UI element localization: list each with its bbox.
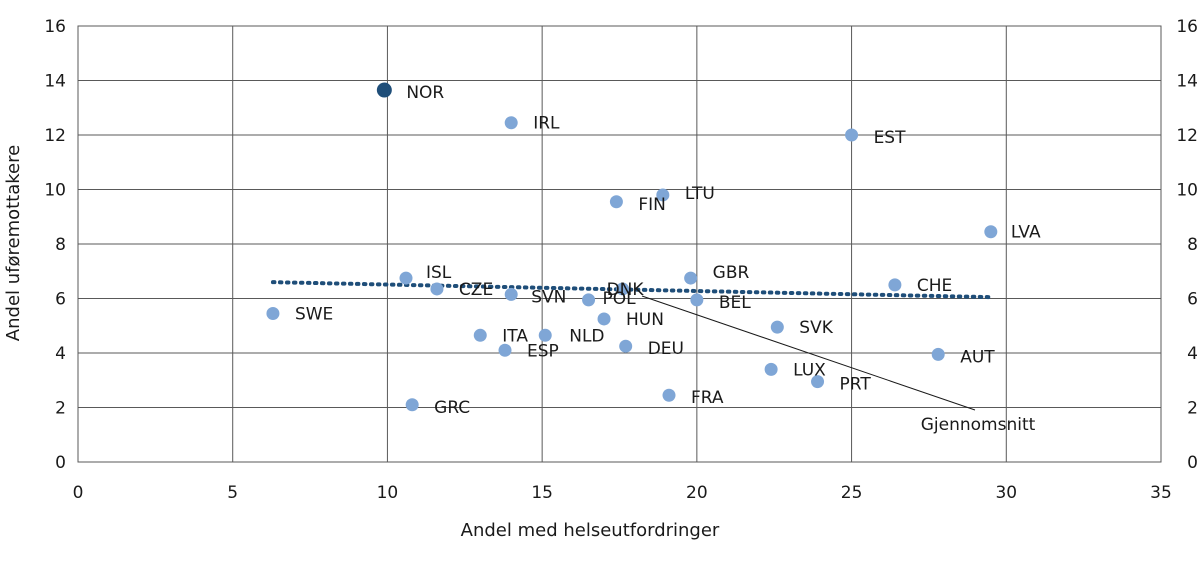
data-point-grc (405, 398, 419, 412)
x-axis-title: Andel med helseutfordringer (461, 520, 720, 541)
data-point-hun (597, 312, 611, 326)
y-tick-label-left: 0 (55, 453, 66, 473)
data-point-dnk (616, 282, 630, 296)
data-point-lux (764, 362, 778, 376)
x-tick-label: 30 (995, 483, 1017, 503)
data-point-swe (266, 306, 280, 320)
x-tick-label: 20 (686, 483, 708, 503)
data-label-pol: POL (603, 289, 637, 309)
y-tick-label-right: 10 (1176, 181, 1198, 201)
data-label-svn: SVN (531, 287, 566, 307)
data-point-gbr (684, 271, 698, 285)
data-label-gbr: GBR (713, 263, 750, 283)
data-point-svn (504, 287, 518, 301)
data-point-lva (984, 225, 998, 239)
data-point-deu (619, 339, 633, 353)
data-label-nld: NLD (569, 326, 604, 346)
data-label-bel: BEL (719, 293, 751, 313)
data-label-dnk: DNK (607, 280, 645, 300)
data-point-fra (662, 388, 676, 402)
data-point-svk (770, 320, 784, 334)
data-label-cze: CZE (459, 280, 493, 300)
data-points (266, 82, 998, 412)
y-tick-label-left: 6 (55, 290, 66, 310)
data-label-swe: SWE (295, 304, 333, 324)
data-point-irl (504, 116, 518, 130)
y-tick-label-left: 2 (55, 399, 66, 419)
y-tick-label-right: 8 (1187, 235, 1198, 255)
y-axis-right-ticks: 0 2 4 6 8 10 12 14 16 (1176, 17, 1198, 473)
data-point-esp (498, 343, 512, 357)
data-label-ita: ITA (502, 326, 528, 346)
y-axis-title: Andel uføremottakere (3, 145, 24, 341)
y-tick-label-left: 16 (44, 17, 66, 37)
data-point-isl (399, 271, 413, 285)
annotation-layer: Gjennomsnitt (641, 295, 1036, 435)
y-tick-label-left: 8 (55, 235, 66, 255)
data-label-lux: LUX (793, 360, 826, 380)
data-label-nor: NOR (406, 83, 444, 103)
y-tick-label-right: 2 (1187, 399, 1198, 419)
annotation-leader-line (641, 295, 976, 411)
annotation-text: Gjennomsnitt (921, 415, 1036, 435)
data-point-pol (582, 293, 596, 307)
trendline (270, 280, 993, 300)
data-label-est: EST (874, 128, 907, 148)
data-label-fin: FIN (638, 195, 666, 215)
data-label-deu: DEU (648, 339, 684, 359)
y-tick-label-right: 4 (1187, 344, 1198, 364)
data-point-nor (376, 82, 392, 98)
data-label-esp: ESP (527, 341, 559, 361)
grid-lines (77, 25, 1162, 463)
data-label-irl: IRL (533, 114, 560, 134)
data-label-fra: FRA (691, 388, 724, 408)
plot-area-border (77, 25, 1162, 463)
x-tick-label: 0 (73, 483, 84, 503)
y-tick-label-right: 16 (1176, 17, 1198, 37)
data-point-che (888, 278, 902, 292)
y-tick-label-left: 4 (55, 344, 66, 364)
x-tick-label: 10 (377, 483, 399, 503)
data-label-svk: SVK (799, 318, 833, 338)
y-tick-label-right: 6 (1187, 290, 1198, 310)
y-tick-label-right: 12 (1176, 126, 1198, 146)
data-point-ita (473, 328, 487, 342)
data-label-che: CHE (917, 276, 952, 296)
data-point-ltu (656, 188, 670, 202)
y-tick-label-left: 10 (44, 181, 66, 201)
data-point-fin (609, 195, 623, 209)
data-point-bel (690, 293, 704, 307)
y-axis-left-ticks: 0 2 4 6 8 10 12 14 16 (44, 17, 66, 473)
y-tick-label-right: 0 (1187, 453, 1198, 473)
data-point-cze (430, 282, 444, 296)
data-label-aut: AUT (960, 347, 995, 367)
y-tick-label-right: 14 (1176, 72, 1198, 92)
x-tick-label: 15 (531, 483, 553, 503)
data-label-ltu: LTU (685, 184, 715, 204)
data-label-lva: LVA (1011, 223, 1041, 243)
data-point-prt (811, 375, 825, 389)
data-point-aut (931, 347, 945, 361)
x-tick-label: 25 (841, 483, 863, 503)
data-point-nld (538, 328, 552, 342)
data-point-est (845, 128, 859, 142)
x-tick-label: 35 (1150, 483, 1172, 503)
y-tick-label-left: 12 (44, 126, 66, 146)
data-label-isl: ISL (426, 263, 452, 283)
trendline-layer (270, 280, 993, 300)
y-tick-label-left: 14 (44, 72, 66, 92)
x-axis-ticks: 0 5 10 15 20 25 30 35 (73, 483, 1172, 503)
data-label-grc: GRC (434, 398, 470, 418)
x-tick-label: 5 (227, 483, 238, 503)
data-label-prt: PRT (840, 375, 872, 395)
data-label-hun: HUN (626, 310, 664, 330)
